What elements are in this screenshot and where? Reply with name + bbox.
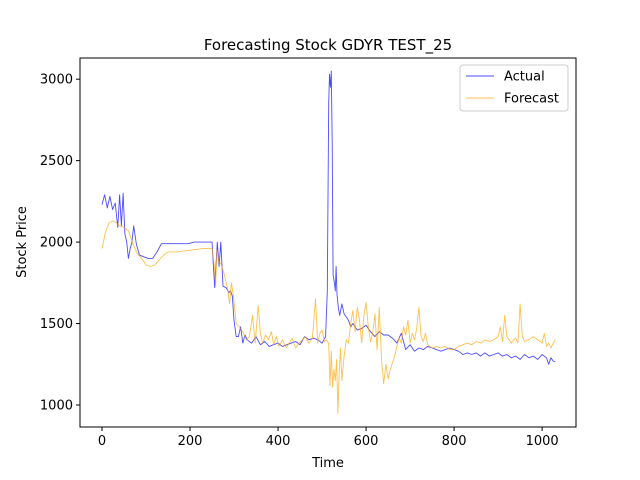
chart-title: Forecasting Stock GDYR TEST_25 <box>204 36 452 55</box>
y-tick-label: 2000 <box>40 236 73 251</box>
x-axis: 0 200 400 600 800 1000 <box>98 427 559 449</box>
x-tick-label: 0 <box>98 434 106 449</box>
y-tick-label: 3000 <box>40 73 73 88</box>
y-axis: 1000 1500 2000 2500 3000 <box>40 73 80 414</box>
legend: Actual Forecast <box>459 64 569 112</box>
y-tick-label: 2500 <box>40 154 73 169</box>
x-tick-label: 600 <box>354 434 379 449</box>
legend-label-forecast: Forecast <box>504 92 559 107</box>
x-tick-label: 800 <box>442 434 467 449</box>
plot-area <box>101 70 556 414</box>
y-tick-label: 1000 <box>40 399 73 414</box>
x-tick-label: 400 <box>266 434 291 449</box>
legend-label-actual: Actual <box>504 70 545 85</box>
y-tick-label: 1500 <box>40 317 73 332</box>
x-tick-label: 1000 <box>526 434 559 449</box>
x-tick-label: 200 <box>178 434 203 449</box>
series-line-forecast <box>101 220 556 414</box>
series-line-actual <box>101 70 556 365</box>
y-axis-label: Stock Price <box>15 206 30 278</box>
x-axis-label: Time <box>311 456 344 471</box>
